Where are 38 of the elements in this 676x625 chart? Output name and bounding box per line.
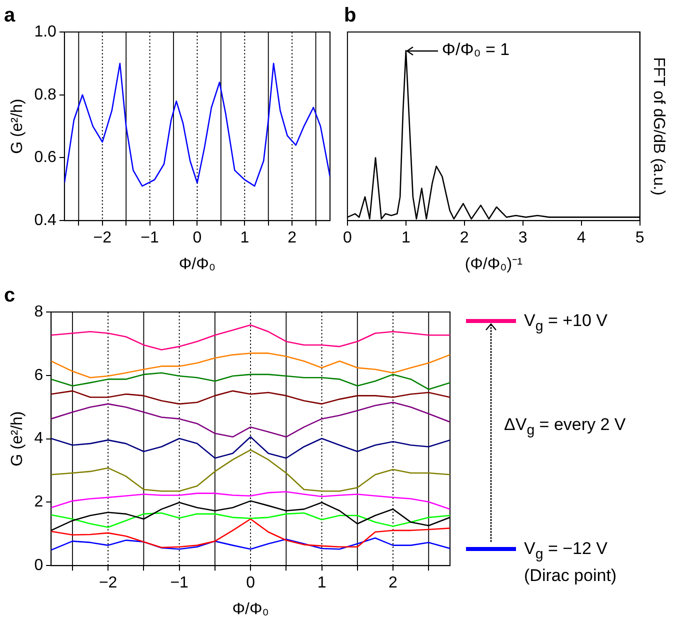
- x-tick-label: 5: [635, 230, 644, 247]
- chart-title: b: [344, 4, 356, 27]
- y-tick-label: 0.6: [34, 149, 57, 166]
- y-axis-title: G (e²/h): [9, 98, 26, 154]
- x-axis-title: (Φ/Φ₀)⁻¹: [464, 256, 522, 273]
- x-tick-label: 4: [576, 230, 586, 247]
- y-tick-label: 1.0: [34, 23, 57, 40]
- chart-title: c: [4, 284, 16, 307]
- chart-title: a: [4, 4, 16, 27]
- y-axis-title: G (e²/h): [9, 411, 26, 466]
- y-tick-label: 8: [34, 303, 44, 320]
- x-tick-label: 2: [288, 230, 297, 247]
- y-tick-label: 6: [34, 366, 44, 384]
- y-tick-label: 2: [34, 494, 44, 511]
- x-axis-title: Φ/Φ₀: [178, 256, 216, 273]
- x-tick-label: 0: [246, 574, 256, 592]
- x-axis-title: Φ/Φ₀: [232, 600, 269, 618]
- x-tick-label: −1: [170, 574, 189, 592]
- x-tick-label: 1: [317, 574, 326, 592]
- x-tick-label: 3: [518, 230, 528, 247]
- y-tick-label: 0.8: [34, 86, 57, 104]
- x-tick-label: −2: [98, 574, 118, 592]
- y-tick-label: 0.4: [34, 212, 57, 230]
- x-tick-label: −2: [93, 230, 112, 247]
- x-tick-label: −1: [140, 230, 160, 247]
- x-tick-label: 2: [388, 574, 398, 592]
- x-tick-label: 0: [342, 230, 352, 247]
- y-tick-label: 0: [34, 557, 44, 574]
- legend-label: V$_{g}$ = +10 V: [524, 310, 608, 336]
- y-tick-label: 4: [34, 430, 44, 448]
- y2-axis-title: FFT of dG/dB (a.u.): [650, 57, 667, 196]
- x-tick-label: 1: [401, 230, 410, 247]
- text: ΔV$_{g}$ = every 2 V: [504, 415, 626, 438]
- legend-label: V$_{g}$ = −12 V (Dirac point): [524, 538, 618, 586]
- x-tick-label: 2: [460, 230, 469, 247]
- annotation: Φ/Φ₀ = 1: [442, 40, 510, 60]
- x-tick-label: 1: [240, 230, 250, 247]
- x-tick-label: 0: [192, 230, 202, 247]
